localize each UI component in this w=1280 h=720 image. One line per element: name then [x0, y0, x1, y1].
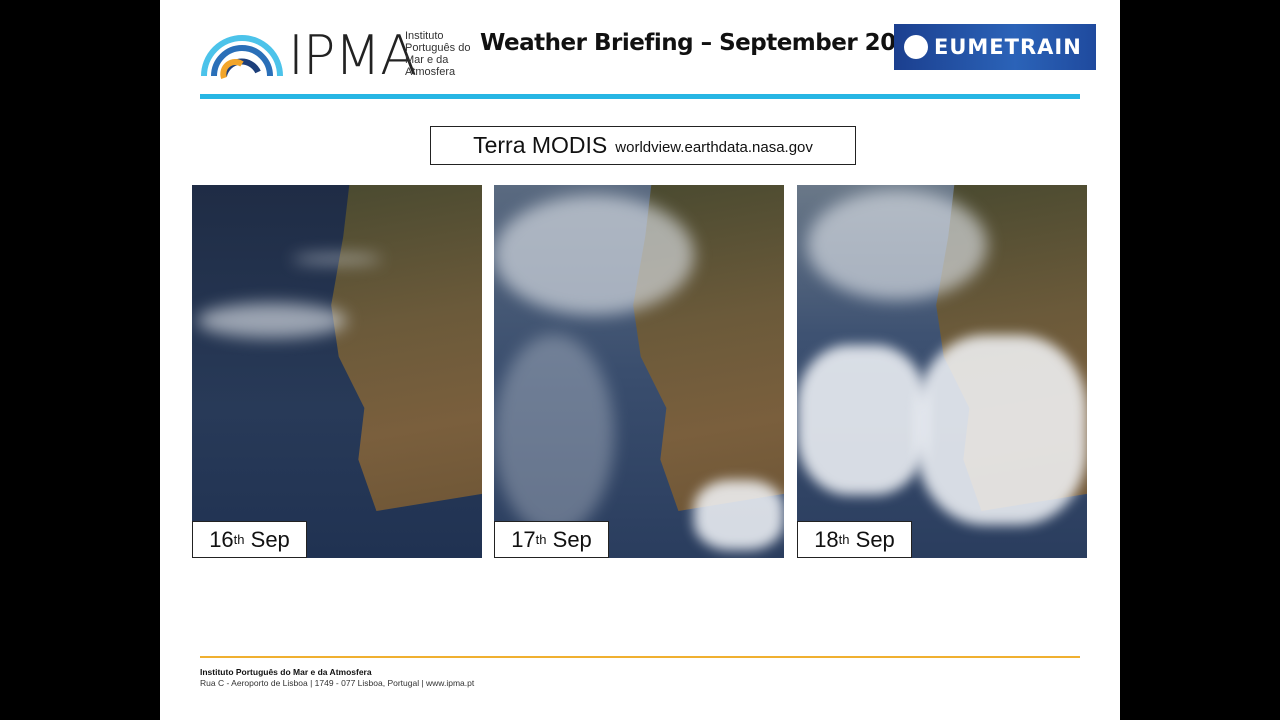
logo-text: IPMA	[288, 24, 417, 87]
logo-subtitle: Instituto Português do Mar e da Atmosfer…	[405, 30, 471, 78]
slide: IPMA Instituto Português do Mar e da Atm…	[160, 0, 1120, 720]
footer-institution: Instituto Português do Mar e da Atmosfer…	[200, 667, 372, 677]
eumetrain-icon	[904, 35, 928, 59]
eumetrain-text: EUMETRAIN	[934, 35, 1082, 59]
eumetrain-logo: EUMETRAIN	[894, 24, 1096, 70]
top-divider	[200, 94, 1080, 99]
footer-address: Rua C - Aeroporto de Lisboa | 1749 - 077…	[200, 678, 475, 688]
source-caption: Terra MODIS worldview.earthdata.nasa.gov	[430, 126, 856, 165]
bottom-divider	[200, 656, 1080, 658]
source-name: Terra MODIS	[473, 132, 608, 158]
slide-title: Weather Briefing – September 2024	[480, 30, 927, 56]
ipma-arcs-icon	[201, 35, 283, 80]
source-url: worldview.earthdata.nasa.gov	[615, 139, 813, 156]
ipma-logo: IPMA Instituto Português do Mar e da Atm…	[200, 24, 470, 87]
